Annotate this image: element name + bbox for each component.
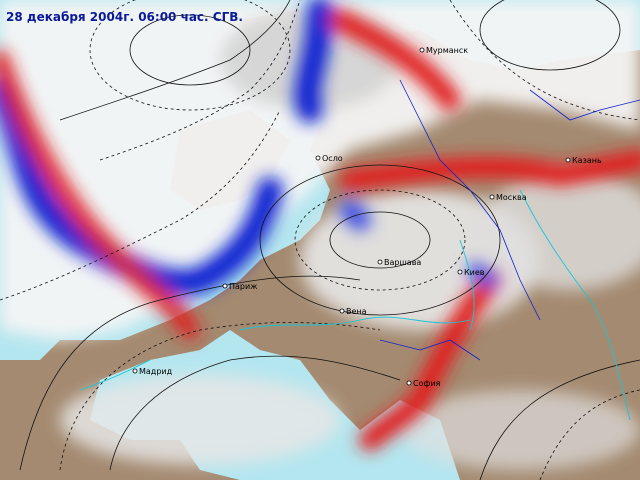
city-label: Париж xyxy=(229,282,257,291)
city-label: Вена xyxy=(346,307,367,316)
city-label: Осло xyxy=(322,154,343,163)
fronts xyxy=(0,0,640,451)
city-label: Киев xyxy=(464,268,485,277)
city-label: Варшава xyxy=(384,258,421,267)
city-label: Мурманск xyxy=(426,46,468,55)
city-dots xyxy=(132,47,571,386)
city-label: Москва xyxy=(496,193,527,202)
city-label: Казань xyxy=(572,156,602,165)
map-title: 28 декабря 2004г. 06:00 час. СГВ. xyxy=(6,10,243,24)
borders-rivers xyxy=(79,79,640,421)
city-label: София xyxy=(413,379,441,388)
city-label: Мадрид xyxy=(139,367,173,376)
